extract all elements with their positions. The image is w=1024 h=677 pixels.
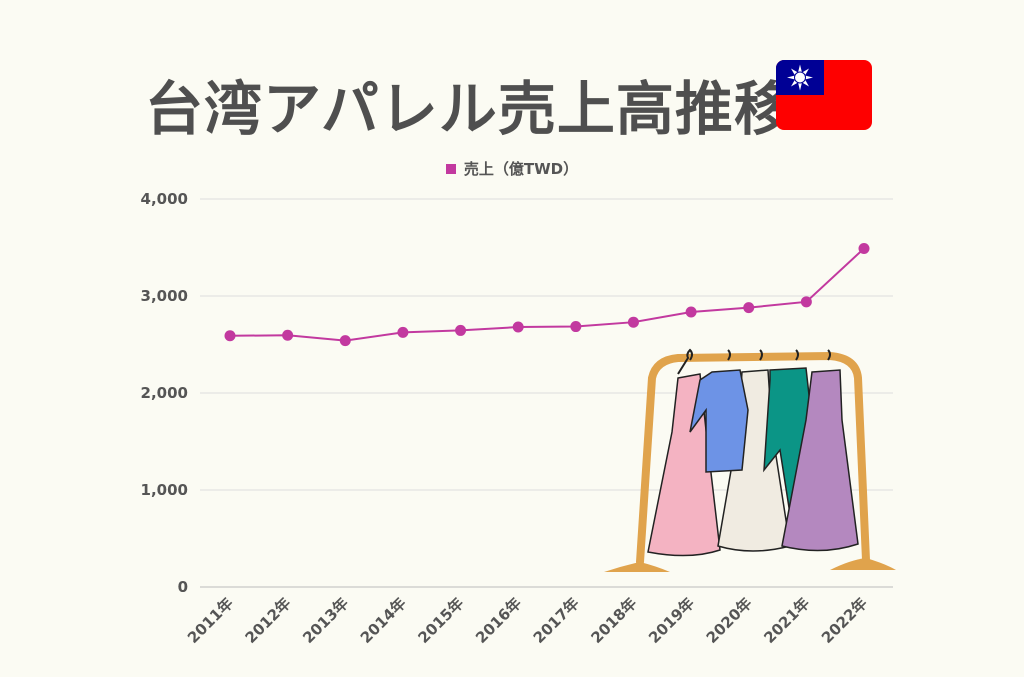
y-tick-label: 3,000 [141, 287, 188, 305]
data-point [339, 335, 351, 347]
chart-title: 台湾アパレル売上高推移 [145, 75, 793, 143]
x-tick-label: 2022年 [818, 594, 871, 647]
legend-label: 売上（億TWD） [463, 160, 579, 178]
x-tick-label: 2019年 [645, 594, 698, 647]
clothing-rack-icon [604, 348, 896, 572]
x-tick-label: 2017年 [530, 594, 583, 647]
data-point [743, 302, 755, 314]
data-point [570, 321, 582, 333]
data-point [858, 242, 870, 254]
data-point [512, 321, 524, 333]
x-tick-label: 2016年 [472, 594, 525, 647]
x-tick-label: 2012年 [242, 594, 295, 647]
series-line-path [229, 247, 865, 342]
taiwan-flag-icon [776, 60, 872, 130]
data-point [800, 296, 812, 308]
y-axis-ticks: 0 1,000 2,000 3,000 4,000 [141, 190, 188, 596]
chart-legend: 売上（億TWD） [0, 158, 1024, 179]
data-point [627, 316, 639, 328]
x-tick-label: 2013年 [299, 594, 352, 647]
y-tick-label: 0 [178, 578, 188, 596]
data-point [397, 326, 409, 338]
x-axis-ticks: 2011年 2012年 2013年 2014年 2015年 2016年 2017年 2018年… [184, 594, 871, 647]
data-point [685, 306, 697, 318]
y-tick-label: 4,000 [141, 190, 188, 208]
x-tick-label: 2014年 [357, 594, 410, 647]
data-point [224, 330, 236, 342]
x-tick-label: 2021年 [760, 594, 813, 647]
x-tick-label: 2015年 [415, 594, 468, 647]
data-point [455, 324, 467, 336]
y-tick-label: 2,000 [141, 384, 188, 402]
data-point [282, 329, 294, 341]
series-line [224, 242, 870, 347]
x-tick-label: 2018年 [587, 594, 640, 647]
legend-swatch [445, 163, 456, 174]
x-tick-label: 2020年 [703, 594, 756, 647]
x-tick-label: 2011年 [184, 594, 237, 647]
y-tick-label: 1,000 [141, 481, 188, 499]
